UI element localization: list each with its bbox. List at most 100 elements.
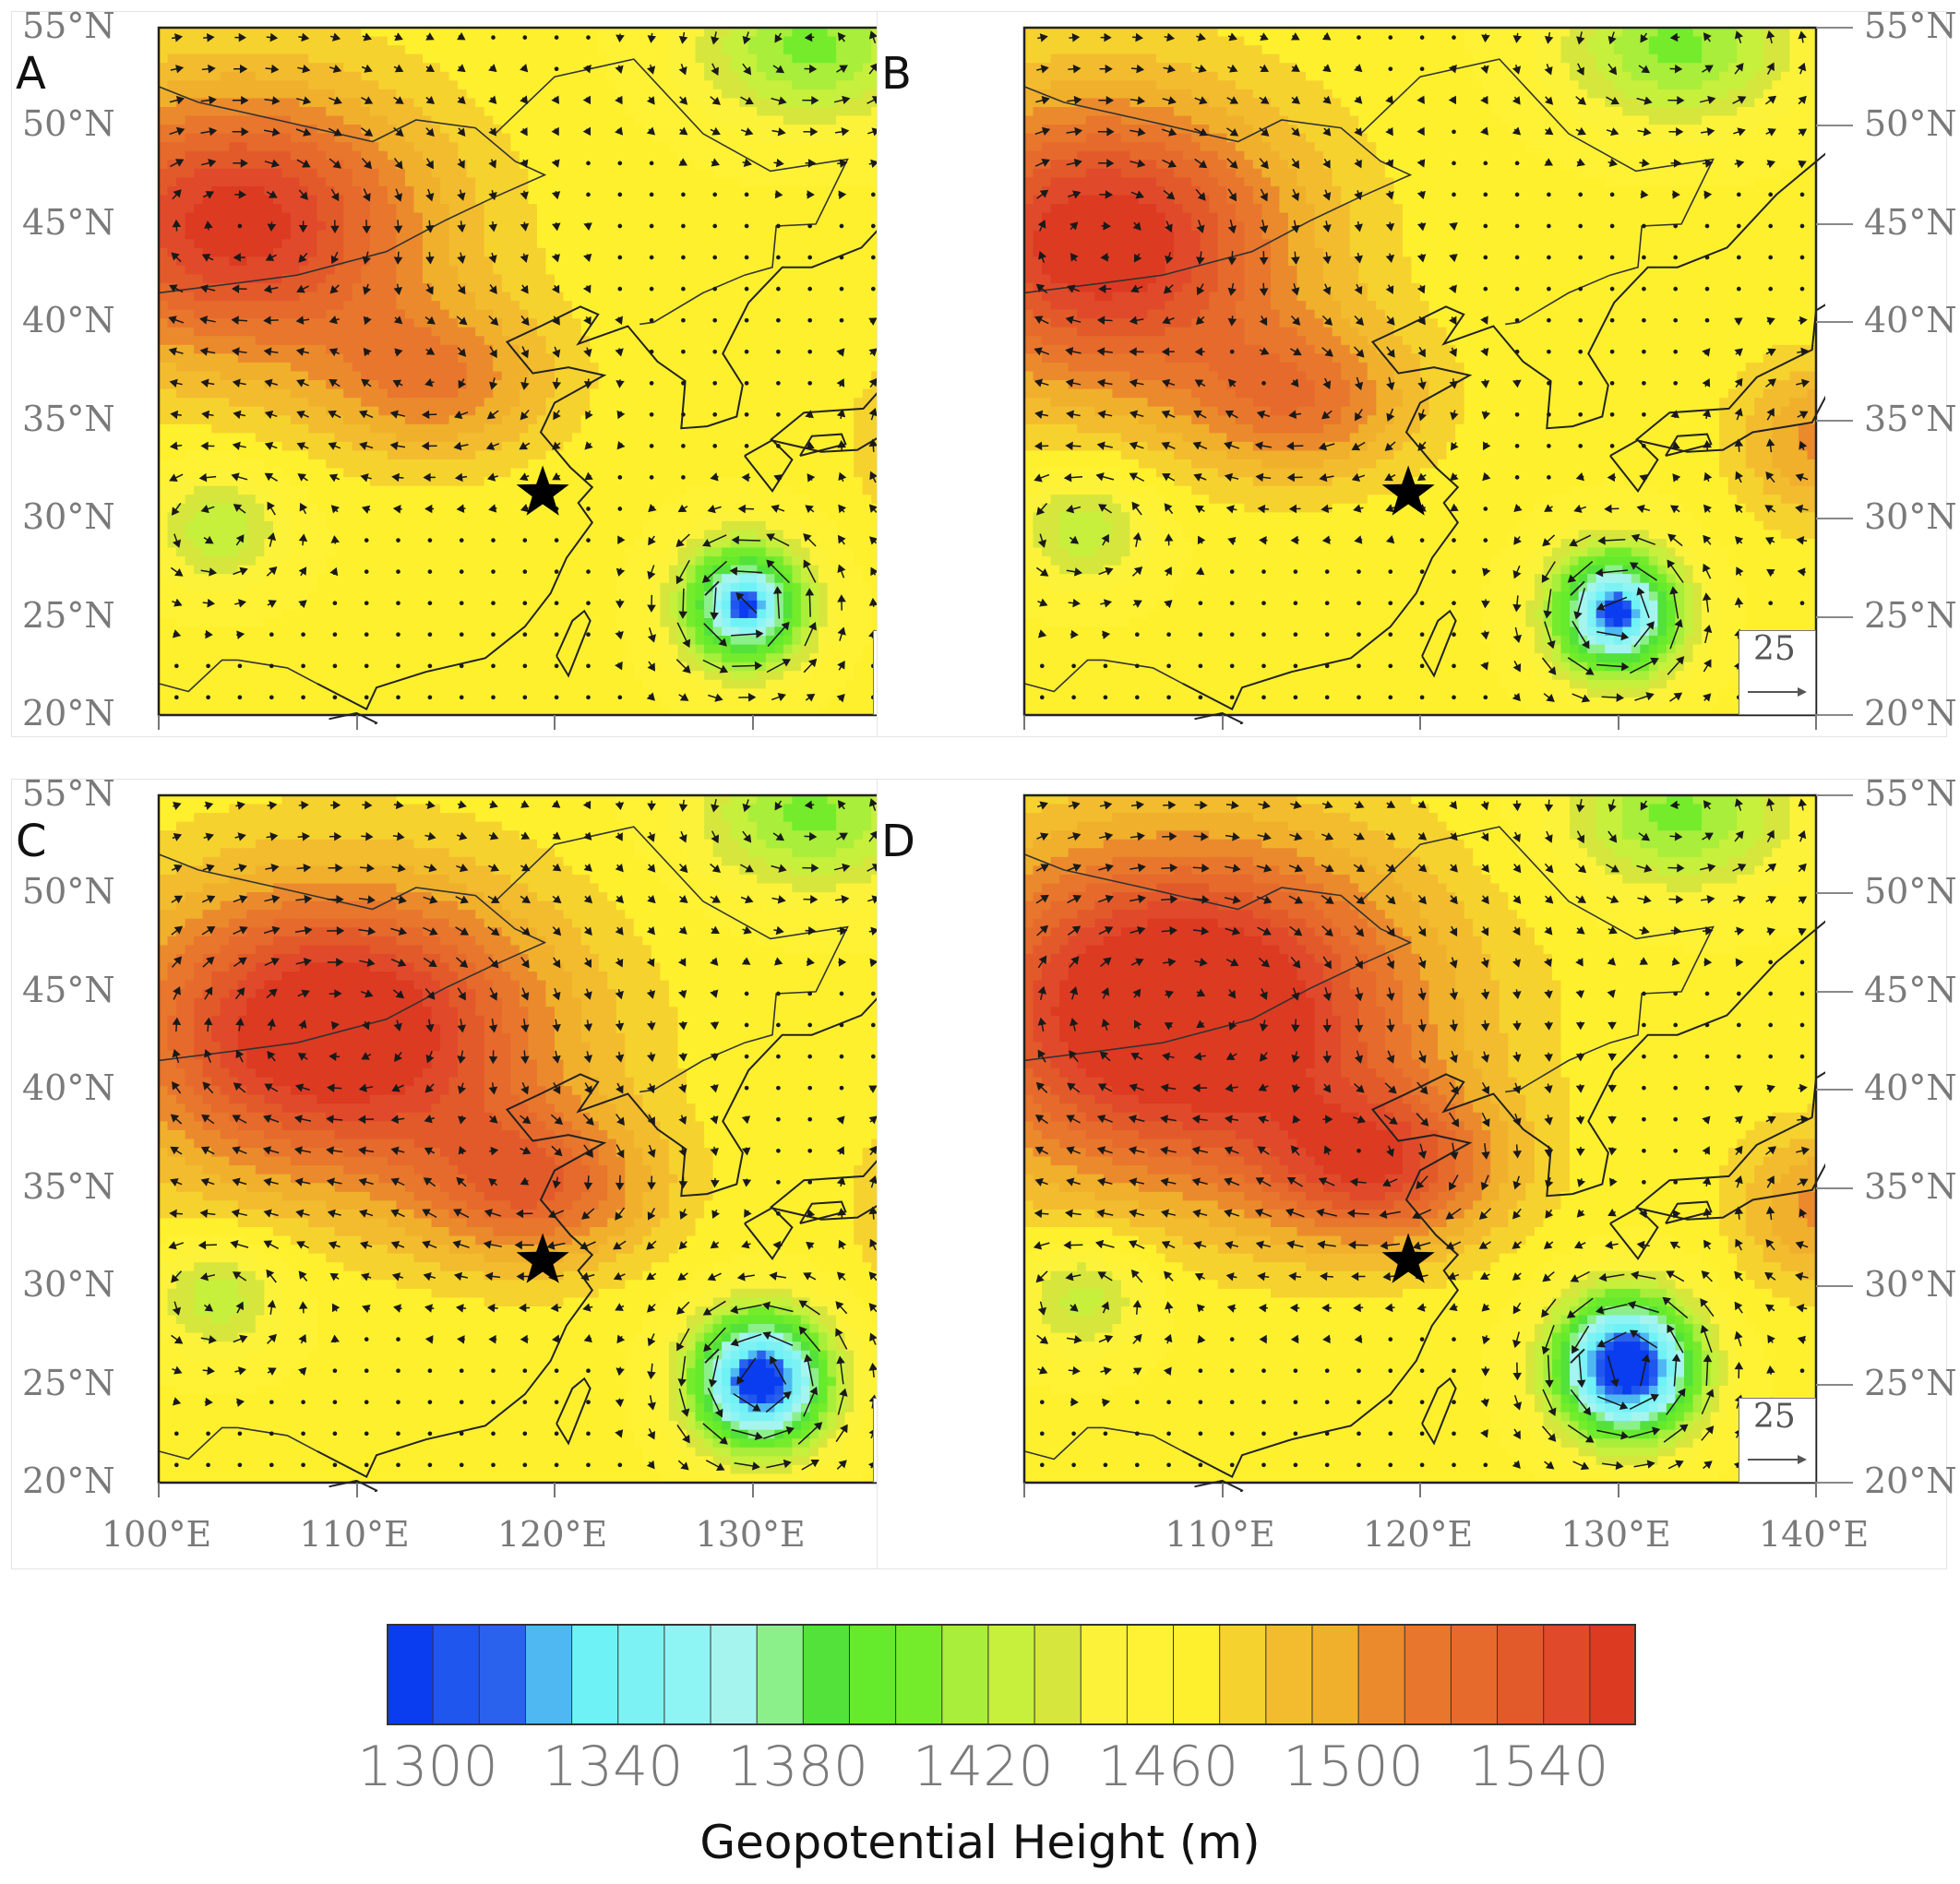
lon-tick-mark [1815,715,1817,730]
panel-label: A [16,48,46,100]
map-plot-c [157,793,960,1492]
lat-tick-label: 35°N [1864,399,1957,439]
colorbar-swatch [1081,1624,1128,1725]
lat-tick-label: 30°N [22,496,115,537]
colorbar-swatch [1543,1624,1591,1725]
reference-vector-box [1739,630,1816,715]
lon-tick-mark [158,715,160,730]
lon-tick-mark [554,1483,556,1497]
colorbar-tick-label: 1300 [357,1735,498,1799]
lat-tick-mark [1816,125,1853,127]
colorbar-swatch [803,1624,850,1725]
colorbar-swatch [433,1624,480,1725]
colorbar-tick-label: 1500 [1283,1735,1424,1799]
coastline [317,152,960,724]
lat-tick-label: 50°N [22,871,115,912]
coastline [317,920,960,1492]
wind-vectors [1034,30,1811,703]
lat-tick-label: 25°N [1864,595,1957,636]
lon-tick-mark [1023,715,1025,730]
reference-vector-label: 25 [1753,1398,1796,1436]
lon-tick-mark [1221,1483,1224,1497]
lon-tick-mark [355,715,358,730]
colorbar-swatch [1358,1624,1405,1725]
colorbar-swatch [1589,1624,1636,1725]
lat-tick-label: 20°N [22,693,115,733]
colorbar-swatch [663,1624,711,1725]
lat-tick-mark [1816,1186,1853,1189]
lat-tick-mark [1816,1089,1853,1091]
wind-vectors [1033,797,1811,1471]
lat-tick-mark [1816,714,1853,716]
star-marker [1381,1233,1435,1283]
lat-tick-label: 55°N [1864,6,1957,46]
lat-tick-mark [1816,222,1853,225]
lon-tick-mark [1419,1483,1421,1497]
star-marker [516,1233,569,1283]
lon-tick-mark [751,715,754,730]
lat-tick-label: 50°N [22,103,115,144]
colorbar-swatch [1404,1624,1452,1725]
lat-tick-label: 40°N [22,1067,115,1108]
lon-tick-mark [1815,1483,1817,1497]
lat-tick-label: 30°N [1864,496,1957,537]
colorbar-swatch [1265,1624,1313,1725]
lat-tick-label: 40°N [1864,1067,1957,1108]
lat-tick-mark [1816,1383,1853,1386]
colorbar-swatch [1127,1624,1175,1725]
country-borders [1023,826,1715,1461]
country-borders [158,58,849,693]
lon-tick-mark [751,1483,754,1497]
lat-tick-label: 30°N [22,1264,115,1305]
lat-tick-mark [1816,615,1853,618]
lon-tick-label: 120°E [1363,1514,1473,1555]
lat-tick-label: 25°N [22,595,115,636]
lon-tick-mark [1023,1483,1025,1497]
colorbar-tick-label: 1540 [1468,1735,1609,1799]
lat-tick-mark [1816,1482,1853,1484]
colorbar-swatch [1497,1624,1545,1725]
lat-tick-label: 45°N [22,970,115,1010]
lon-tick-label: 120°E [497,1514,607,1555]
lat-tick-label: 25°N [22,1363,115,1403]
lat-tick-label: 45°N [1864,970,1957,1010]
colorbar-tick-label: 1460 [1098,1735,1239,1799]
lon-tick-label: 110°E [1165,1514,1275,1555]
lat-tick-label: 50°N [1864,103,1957,144]
star-marker [516,465,569,516]
colorbar-tick-label: 1340 [543,1735,684,1799]
colorbar-swatch [1034,1624,1082,1725]
lat-tick-mark [1816,321,1853,324]
lat-tick-label: 55°N [22,6,115,46]
lon-tick-mark [1617,715,1619,730]
lat-tick-mark [1816,27,1853,29]
panel-label: B [881,48,912,100]
colorbar-swatch [387,1624,434,1725]
lon-tick-mark [1221,715,1224,730]
lat-tick-label: 50°N [1864,871,1957,912]
lon-tick-label: 100°E [102,1514,211,1555]
colorbar [387,1624,1636,1725]
lat-tick-label: 45°N [1864,202,1957,243]
reference-vector-arrow [1748,687,1807,697]
colorbar-tick-label: 1420 [913,1735,1054,1799]
lat-tick-label: 25°N [1864,1363,1957,1403]
lat-tick-label: 55°N [1864,773,1957,814]
colorbar-swatch [571,1624,619,1725]
lat-tick-label: 30°N [1864,1264,1957,1305]
colorbar-swatch [895,1624,943,1725]
lat-tick-label: 35°N [1864,1166,1957,1207]
map-plot-a [157,26,960,724]
lat-tick-mark [1816,794,1853,796]
panel-label: D [881,816,915,867]
colorbar-swatch [1451,1624,1499,1725]
colorbar-swatch [525,1624,573,1725]
lon-tick-mark [355,1483,358,1497]
star-marker [1381,465,1435,516]
lat-tick-mark [1816,892,1853,895]
lon-tick-label: 130°E [1561,1514,1671,1555]
lat-tick-label: 35°N [22,399,115,439]
map-plot-d [1022,793,1825,1492]
country-borders [1023,58,1715,693]
